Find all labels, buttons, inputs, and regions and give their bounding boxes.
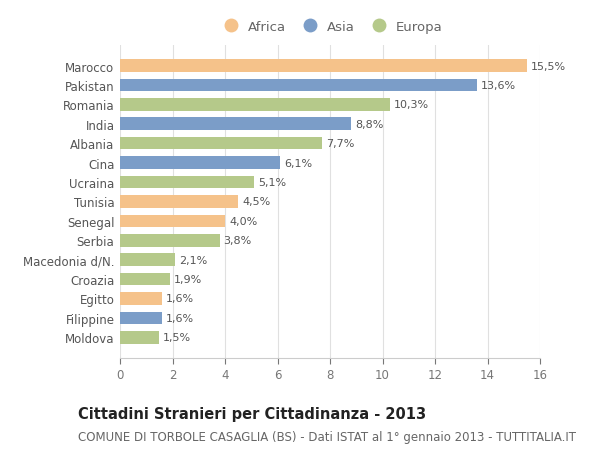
Text: Cittadini Stranieri per Cittadinanza - 2013: Cittadini Stranieri per Cittadinanza - 2… xyxy=(78,406,426,421)
Bar xyxy=(120,60,527,73)
Text: 4,0%: 4,0% xyxy=(229,216,257,226)
Text: 1,6%: 1,6% xyxy=(166,313,194,323)
Text: 3,8%: 3,8% xyxy=(224,236,252,246)
Text: 6,1%: 6,1% xyxy=(284,158,312,168)
Text: 7,7%: 7,7% xyxy=(326,139,355,149)
Text: 1,5%: 1,5% xyxy=(163,333,191,342)
Bar xyxy=(120,254,175,266)
Text: COMUNE DI TORBOLE CASAGLIA (BS) - Dati ISTAT al 1° gennaio 2013 - TUTTITALIA.IT: COMUNE DI TORBOLE CASAGLIA (BS) - Dati I… xyxy=(78,430,576,443)
Legend: Africa, Asia, Europa: Africa, Asia, Europa xyxy=(215,18,445,36)
Bar xyxy=(120,99,391,112)
Bar xyxy=(120,235,220,247)
Text: 1,9%: 1,9% xyxy=(174,274,202,285)
Bar xyxy=(120,118,351,131)
Bar xyxy=(120,273,170,286)
Bar xyxy=(120,157,280,169)
Bar xyxy=(120,215,225,228)
Text: 13,6%: 13,6% xyxy=(481,81,516,91)
Bar xyxy=(120,196,238,208)
Bar xyxy=(120,138,322,150)
Text: 4,5%: 4,5% xyxy=(242,197,271,207)
Text: 1,6%: 1,6% xyxy=(166,294,194,304)
Bar xyxy=(120,331,160,344)
Text: 8,8%: 8,8% xyxy=(355,119,383,129)
Text: 10,3%: 10,3% xyxy=(394,100,430,110)
Bar xyxy=(120,79,477,92)
Bar xyxy=(120,292,162,305)
Text: 5,1%: 5,1% xyxy=(258,178,286,188)
Bar xyxy=(120,176,254,189)
Text: 2,1%: 2,1% xyxy=(179,255,208,265)
Text: 15,5%: 15,5% xyxy=(531,62,566,71)
Bar xyxy=(120,312,162,325)
